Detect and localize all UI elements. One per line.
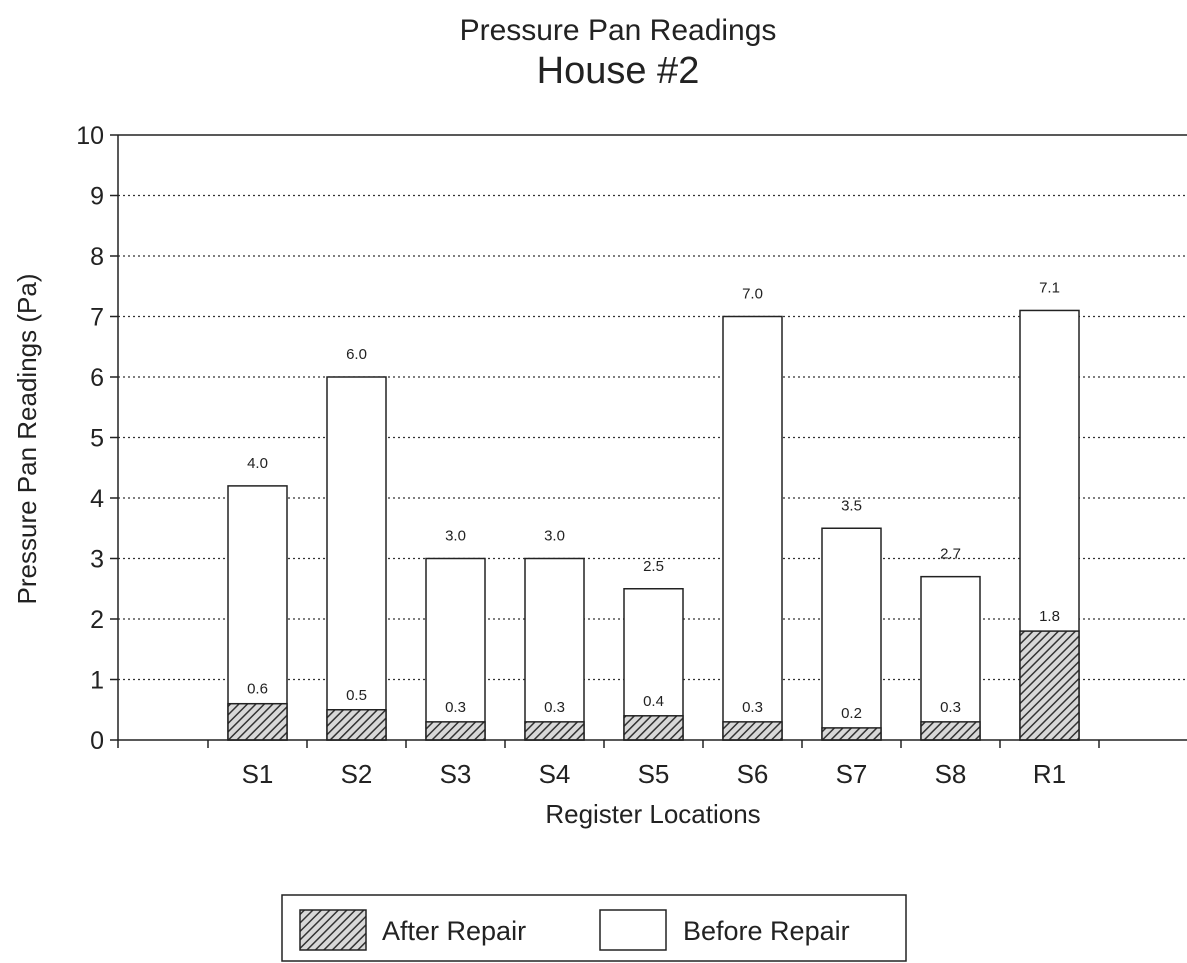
y-tick-label: 2 <box>90 606 104 634</box>
bar-after-repair <box>524 721 585 741</box>
value-label-before-repair: 7.1 <box>1039 279 1060 296</box>
x-tick-label: S3 <box>440 759 472 789</box>
bar-before-repair <box>722 315 783 741</box>
legend-label-before-repair: Before Repair <box>683 916 850 946</box>
bar-after-repair <box>227 702 288 741</box>
value-label-after-repair: 0.4 <box>643 693 664 710</box>
bars <box>227 309 1080 741</box>
y-tick-label: 7 <box>90 304 104 332</box>
value-label-before-repair: 7.0 <box>742 286 763 303</box>
x-tick-label: S7 <box>836 759 868 789</box>
y-tick-label: 9 <box>90 183 104 211</box>
y-axis-label: Pressure Pan Readings (Pa) <box>12 274 42 605</box>
tick-labels: 0 1 2 3 4 5 6 7 8 9 10 S1 S2 S3 S4 S5 S6 S7 S8 R1 <box>76 122 1066 789</box>
value-label-before-repair: 2.5 <box>643 558 664 575</box>
legend-label-after-repair: After Repair <box>382 916 526 946</box>
legend-swatch-after-repair <box>299 909 367 951</box>
y-tick-label: 3 <box>90 546 104 574</box>
value-labels: 4.0 0.6 6.0 0.5 3.0 0.3 3.0 0.3 2.5 0.4 7.0 0.3 3.5 0… <box>247 279 1060 721</box>
legend-box <box>281 894 907 962</box>
value-label-after-repair: 0.6 <box>247 681 268 698</box>
bar-before-repair <box>524 557 585 741</box>
bar-after-repair <box>326 709 387 741</box>
x-tick-label: S4 <box>539 759 571 789</box>
bar-after-repair <box>623 715 684 741</box>
y-tick-label: 4 <box>90 485 104 513</box>
y-tick-label: 1 <box>90 667 104 695</box>
bar-after-repair <box>920 721 981 741</box>
value-label-after-repair: 0.5 <box>346 687 367 704</box>
bar-before-repair <box>623 588 684 741</box>
value-label-after-repair: 0.2 <box>841 705 862 722</box>
x-tick-label: S5 <box>638 759 670 789</box>
bar-after-repair <box>425 721 486 741</box>
x-tick-label: R1 <box>1033 759 1066 789</box>
y-tick-label: 5 <box>90 425 104 453</box>
axes <box>110 134 1187 748</box>
y-tick-label: 6 <box>90 364 104 392</box>
value-label-after-repair: 0.3 <box>742 699 763 716</box>
legend: After Repair Before Repair <box>281 894 907 962</box>
x-tick-label: S2 <box>341 759 373 789</box>
value-label-after-repair: 0.3 <box>544 699 565 716</box>
bar-after-repair <box>722 721 783 741</box>
y-tick-label: 0 <box>90 727 104 755</box>
value-label-before-repair: 2.7 <box>940 546 961 563</box>
x-tick-label: S8 <box>935 759 967 789</box>
value-label-after-repair: 1.8 <box>1039 608 1060 625</box>
legend-swatch-before-repair <box>599 909 667 951</box>
y-tick-label: 8 <box>90 243 104 271</box>
x-tick-label: S1 <box>242 759 274 789</box>
chart-subtitle: House #2 <box>537 50 700 92</box>
chart-title: Pressure Pan Readings <box>460 14 777 47</box>
value-label-after-repair: 0.3 <box>940 699 961 716</box>
bar-after-repair <box>821 727 882 741</box>
bar-after-repair <box>1019 630 1080 741</box>
value-label-before-repair: 3.0 <box>445 528 466 545</box>
x-axis-label: Register Locations <box>545 799 760 829</box>
value-label-before-repair: 6.0 <box>346 346 367 363</box>
value-label-before-repair: 3.5 <box>841 497 862 514</box>
bar-before-repair <box>425 557 486 741</box>
value-label-before-repair: 4.0 <box>247 455 268 472</box>
y-tick-label: 10 <box>76 122 104 150</box>
x-tick-label: S6 <box>737 759 769 789</box>
bar-before-repair <box>326 376 387 741</box>
grid-lines <box>118 194 1187 681</box>
bar-before-repair <box>227 485 288 741</box>
value-label-after-repair: 0.3 <box>445 699 466 716</box>
value-label-before-repair: 3.0 <box>544 528 565 545</box>
